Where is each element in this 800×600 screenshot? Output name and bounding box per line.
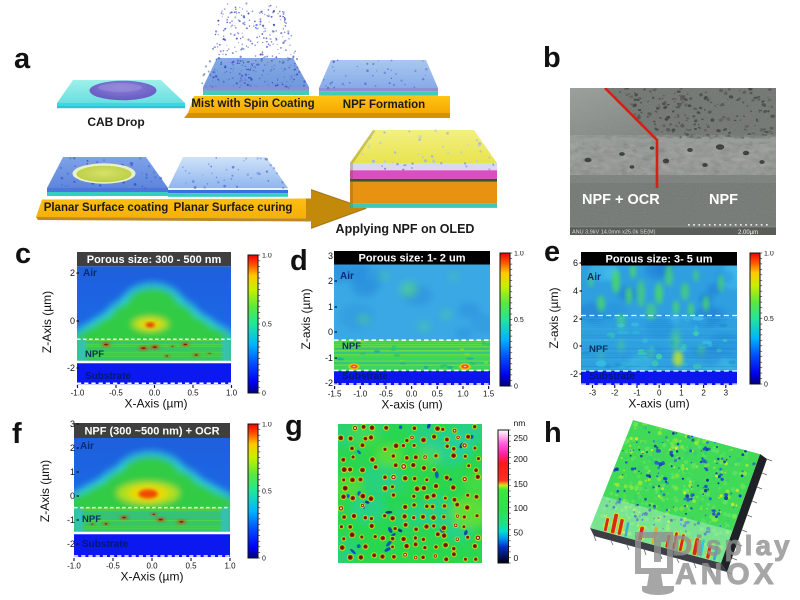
svg-text:2: 2 [328,276,333,286]
svg-text:1: 1 [70,467,75,477]
svg-text:Porous size: 1- 2 um: Porous size: 1- 2 um [359,253,466,265]
svg-text:0: 0 [262,556,266,563]
svg-text:2: 2 [70,443,75,453]
svg-text:Z-Axis (µm): Z-Axis (µm) [40,291,54,353]
svg-text:-1: -1 [633,389,641,398]
svg-text:-1: -1 [325,353,333,363]
svg-text:50: 50 [514,527,524,537]
svg-text:-2: -2 [611,389,619,398]
svg-text:1.0: 1.0 [764,251,774,258]
svg-text:Porous size: 3- 5 um: Porous size: 3- 5 um [606,254,713,266]
svg-text:ANOX: ANOX [675,558,778,591]
svg-text:0.0: 0.0 [406,390,418,399]
svg-text:1: 1 [328,302,333,312]
svg-text:0.5: 0.5 [432,390,444,399]
svg-text:Z-axis (µm): Z-axis (µm) [547,288,561,349]
svg-text:Air: Air [340,271,354,282]
svg-text:1: 1 [679,389,684,398]
svg-text:-0.5: -0.5 [109,389,123,398]
svg-text:X-Axis (µm): X-Axis (µm) [125,397,188,411]
svg-text:Display: Display [672,530,793,561]
svg-text:1.0: 1.0 [262,422,272,429]
svg-text:Substrate: Substrate [82,539,129,550]
svg-text:-3: -3 [589,389,597,398]
svg-text:-2: -2 [67,363,75,373]
svg-text:200: 200 [514,454,528,464]
svg-text:Air: Air [83,268,97,279]
svg-text:250: 250 [514,433,528,443]
svg-text:0.5: 0.5 [764,316,774,323]
svg-text:3: 3 [70,419,75,429]
svg-text:1.0: 1.0 [514,251,524,258]
svg-text:0: 0 [657,389,662,398]
svg-text:-1: -1 [67,515,75,525]
svg-text:1.5: 1.5 [483,390,495,399]
svg-text:3: 3 [724,389,729,398]
svg-text:100: 100 [514,503,528,513]
svg-text:0.5: 0.5 [262,322,272,329]
svg-text:0.5: 0.5 [262,489,272,496]
svg-text:150: 150 [514,479,528,489]
svg-text:NPF: NPF [709,192,738,208]
svg-text:3: 3 [328,251,333,261]
svg-text:NPF: NPF [85,349,104,360]
svg-text:0: 0 [573,341,578,351]
svg-text:0: 0 [70,316,75,326]
svg-text:X-axis (um): X-axis (um) [381,398,442,412]
svg-text:-0.5: -0.5 [379,390,393,399]
svg-text:0.5: 0.5 [187,389,199,398]
svg-text:nm: nm [514,418,526,428]
svg-text:0: 0 [328,327,333,337]
svg-text:0: 0 [262,391,266,398]
svg-text:-2: -2 [570,369,578,379]
svg-text:-2: -2 [67,539,75,549]
svg-text:Substrate: Substrate [342,371,389,382]
svg-text:-0.5: -0.5 [106,562,120,571]
svg-text:2: 2 [701,389,706,398]
svg-text:4: 4 [573,286,578,296]
svg-text:Air: Air [80,441,94,452]
svg-text:Air: Air [587,272,601,283]
svg-text:6: 6 [573,258,578,268]
svg-text:2: 2 [573,314,578,324]
svg-text:0: 0 [764,382,768,389]
svg-text:0.0: 0.0 [146,562,158,571]
svg-text:1.0: 1.0 [226,389,238,398]
svg-text:2: 2 [70,268,75,278]
svg-text:NPF: NPF [342,341,361,352]
svg-text:0.5: 0.5 [514,317,524,324]
svg-text:-1.0: -1.0 [71,389,85,398]
svg-text:-2: -2 [325,378,333,388]
svg-text:0: 0 [70,491,75,501]
svg-text:-1.5: -1.5 [328,390,342,399]
svg-text:1.0: 1.0 [224,562,236,571]
svg-text:NPF + OCR: NPF + OCR [582,192,660,208]
svg-text:ANU 3.9kV 14.0mm x25.0k SE(M): ANU 3.9kV 14.0mm x25.0k SE(M) [572,230,656,236]
svg-text:X-Axis (µm): X-Axis (µm) [121,570,184,584]
svg-text:Z-Axis (µm): Z-Axis (µm) [38,460,52,522]
svg-text:-1.0: -1.0 [67,562,81,571]
svg-text:2.00µm: 2.00µm [738,230,758,235]
svg-text:1.0: 1.0 [262,253,272,260]
svg-text:NPF: NPF [589,344,608,355]
svg-text:Substrate: Substrate [85,371,132,382]
svg-text:Z-axis (µm): Z-axis (µm) [299,289,313,350]
svg-text:Substrate: Substrate [589,371,636,382]
svg-text:0: 0 [514,553,519,563]
svg-text:-1.0: -1.0 [353,390,367,399]
svg-text:0.0: 0.0 [149,389,161,398]
svg-text:X-axis (um): X-axis (um) [628,397,689,411]
svg-text:NPF: NPF [82,514,101,525]
svg-text:0: 0 [514,384,518,391]
svg-text:NPF (300 ~500 nm) + OCR: NPF (300 ~500 nm) + OCR [84,426,219,438]
svg-text:0.5: 0.5 [185,562,197,571]
svg-text:Porous size: 300 - 500 nm: Porous size: 300 - 500 nm [87,254,222,266]
svg-text:1.0: 1.0 [457,390,469,399]
